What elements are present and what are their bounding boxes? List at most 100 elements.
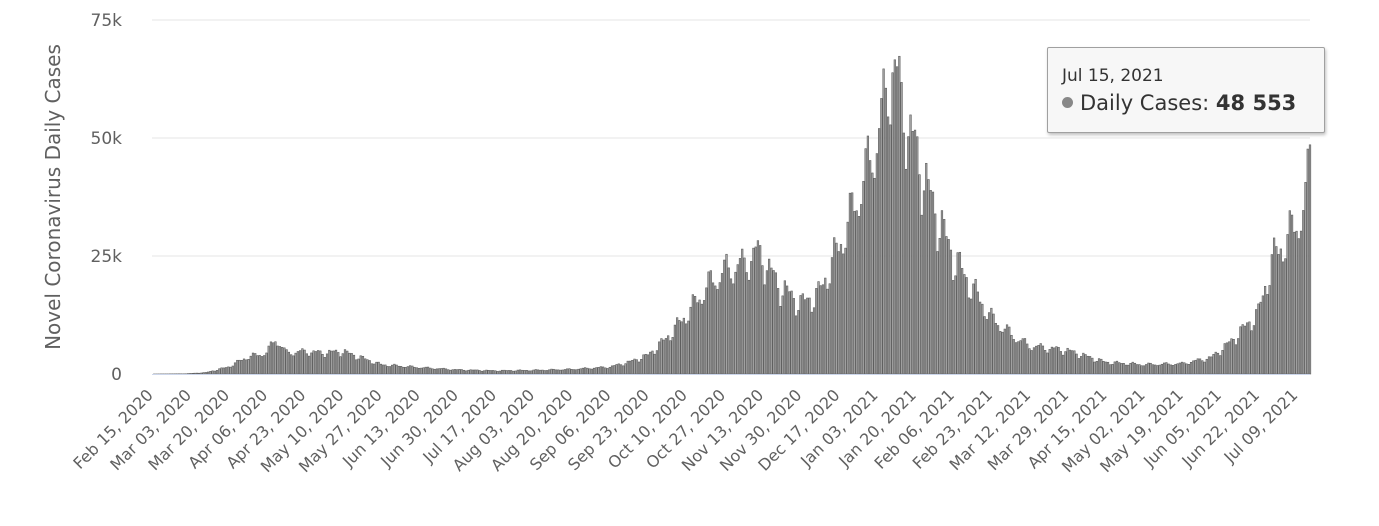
daily-cases-bar [1225, 342, 1229, 375]
daily-cases-bar [613, 365, 616, 375]
daily-cases-bar [1241, 324, 1244, 375]
daily-cases-bar [1113, 361, 1116, 375]
daily-cases-bar [1071, 350, 1074, 375]
daily-cases-bar [655, 350, 659, 375]
daily-cases-bar [772, 270, 775, 375]
daily-cases-bar [227, 366, 230, 375]
daily-cases-bar [1095, 361, 1098, 375]
daily-cases-bar [1088, 356, 1092, 375]
daily-cases-bar [985, 319, 988, 375]
daily-cases-bar [1154, 364, 1157, 375]
daily-cases-bar [754, 246, 757, 375]
daily-cases-bar [189, 373, 192, 375]
daily-cases-bar [500, 369, 504, 375]
daily-cases-bar [718, 282, 721, 375]
daily-cases-bar [875, 153, 878, 375]
daily-cases-bar [359, 355, 362, 375]
daily-cases-bar [1041, 345, 1045, 375]
daily-cases-bar [592, 367, 596, 375]
daily-cases-bar [274, 341, 277, 375]
daily-cases-bar [698, 299, 701, 375]
y-axis-label: Novel Coronavirus Daily Cases [41, 44, 65, 350]
daily-cases-bar [480, 370, 484, 375]
daily-cases-bar [1272, 237, 1276, 375]
daily-cases-bar [545, 370, 549, 375]
daily-cases-bar [1268, 285, 1271, 375]
daily-cases-bar [1295, 230, 1298, 375]
daily-cases-bar [1203, 361, 1206, 375]
daily-cases-bar [301, 348, 304, 375]
y-tick-label: 0 [111, 365, 122, 385]
daily-cases-bar [1104, 361, 1107, 375]
daily-cases-bar [974, 278, 977, 375]
tooltip-value-row: Daily Cases: 48 553 [1062, 91, 1296, 115]
daily-cases-bar [658, 341, 661, 375]
daily-cases-bar [738, 258, 742, 375]
daily-cases-bar [669, 340, 672, 375]
daily-cases-bar [837, 251, 840, 375]
daily-cases-bar [662, 339, 665, 375]
tooltip: Jul 15, 2021 Daily Cases: 48 553 [1047, 47, 1325, 133]
daily-cases-bar [711, 282, 715, 375]
daily-cases-bar [970, 298, 973, 375]
daily-cases-bar [846, 221, 849, 375]
daily-cases-bar [316, 350, 320, 375]
daily-cases-bar [1151, 364, 1155, 375]
daily-cases-bar [904, 168, 908, 375]
y-tick-label: 75k [91, 11, 123, 31]
daily-cases-bar [824, 277, 827, 375]
daily-cases-bar [366, 359, 369, 375]
daily-cases-bar [700, 303, 703, 375]
gridlines [152, 19, 1310, 257]
daily-cases-bar [420, 367, 423, 375]
daily-cases-bar [1082, 352, 1085, 375]
daily-cases-bar [797, 310, 800, 375]
daily-cases-bar [783, 280, 786, 375]
daily-cases-bar [238, 359, 241, 375]
daily-cases-bar [193, 372, 196, 375]
daily-cases-bar [505, 370, 508, 375]
daily-cases-bar [902, 132, 905, 375]
daily-cases-bar [777, 288, 780, 375]
daily-cases-bar [990, 307, 993, 375]
daily-cases-bar [1174, 364, 1177, 375]
daily-cases-bar [1293, 231, 1296, 375]
daily-cases-bar [269, 341, 273, 375]
daily-cases-bar [1198, 358, 1202, 375]
daily-cases-bar [449, 369, 452, 375]
daily-cases-bar [211, 370, 214, 375]
daily-cases-bar [512, 370, 515, 375]
daily-cases-bar [406, 366, 409, 375]
daily-cases-bar [963, 274, 966, 375]
daily-cases-bar [447, 369, 450, 375]
daily-cases-bar [561, 369, 564, 375]
daily-cases-bar [278, 346, 282, 375]
daily-cases-bar [707, 271, 710, 375]
daily-cases-bar [1221, 350, 1224, 375]
daily-cases-bar [745, 272, 748, 375]
daily-cases-bar [1187, 364, 1190, 375]
daily-cases-bar [397, 365, 400, 375]
daily-cases-bar [292, 355, 295, 375]
daily-cases-bar [1111, 364, 1114, 375]
daily-cases-bar [233, 362, 237, 375]
daily-cases-bar [532, 369, 535, 375]
daily-cases-bar [788, 291, 791, 375]
daily-cases-bar [215, 370, 219, 375]
daily-cases-bar [606, 368, 609, 375]
daily-cases-bar [1017, 341, 1020, 375]
daily-cases-bar [752, 247, 755, 375]
daily-cases-bar [1172, 365, 1175, 375]
daily-cases-bar [617, 363, 620, 375]
daily-cases-bar [404, 367, 407, 375]
daily-cases-bar [251, 352, 255, 375]
daily-cases-bar [307, 355, 311, 375]
daily-cases-bar [1169, 364, 1172, 375]
daily-cases-bar [579, 368, 582, 375]
daily-cases-bar [972, 283, 975, 375]
daily-cases-bar [1086, 355, 1089, 375]
daily-cases-bar [750, 261, 753, 375]
daily-cases-bar [1057, 347, 1060, 375]
daily-cases-bar [245, 359, 248, 375]
daily-cases-bar [729, 278, 733, 375]
